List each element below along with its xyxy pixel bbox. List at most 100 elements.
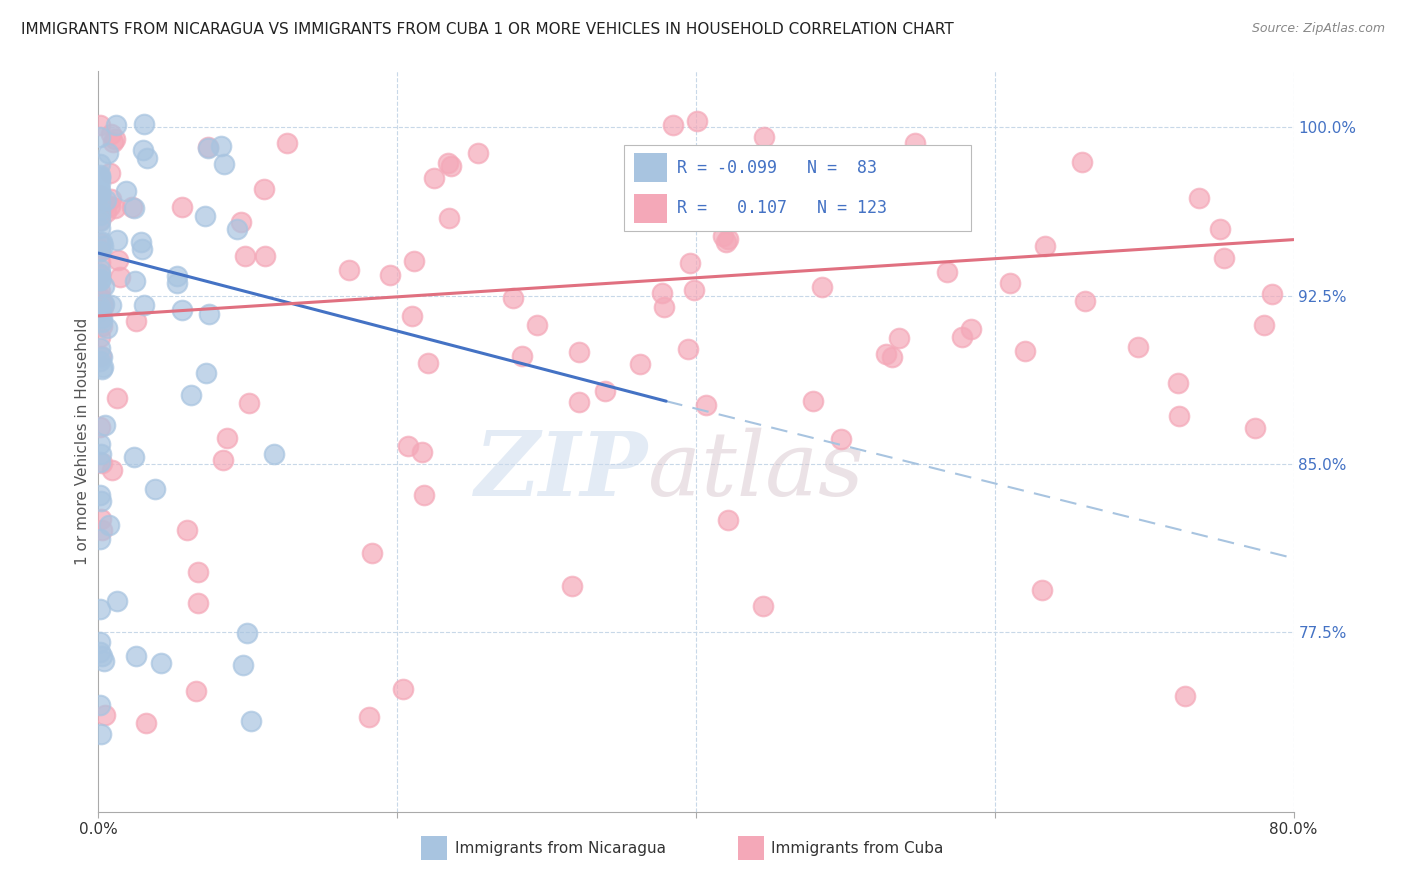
Point	[122, 450, 145, 464]
FancyBboxPatch shape	[634, 194, 668, 223]
Point	[628, 357, 651, 371]
Point	[97, 518, 120, 533]
Point	[195, 366, 218, 380]
Point	[396, 439, 419, 453]
Point	[378, 268, 401, 282]
Point	[194, 210, 217, 224]
FancyBboxPatch shape	[634, 153, 668, 183]
FancyBboxPatch shape	[624, 145, 972, 230]
Point	[236, 626, 259, 640]
Point	[90, 727, 112, 741]
Point	[89, 644, 111, 658]
Point	[231, 215, 253, 229]
Point	[89, 255, 111, 269]
Point	[717, 513, 740, 527]
Point	[276, 136, 298, 151]
Point	[1213, 251, 1236, 265]
Point	[89, 202, 111, 217]
Point	[197, 140, 219, 154]
Point	[830, 432, 852, 446]
Point	[917, 208, 939, 222]
Point	[654, 300, 676, 314]
Point	[89, 244, 111, 258]
Point	[89, 602, 111, 616]
Point	[125, 649, 148, 664]
Point	[361, 546, 384, 560]
Point	[1174, 689, 1197, 703]
Point	[440, 159, 463, 173]
Point	[1188, 191, 1211, 205]
Point	[91, 359, 114, 374]
Y-axis label: 1 or more Vehicles in Household: 1 or more Vehicles in Household	[75, 318, 90, 566]
Point	[752, 599, 775, 613]
Point	[1167, 376, 1189, 390]
Point	[89, 271, 111, 285]
Point	[1014, 343, 1036, 358]
Point	[904, 136, 927, 150]
Point	[108, 270, 131, 285]
Point	[122, 201, 145, 215]
Point	[89, 236, 111, 251]
Point	[253, 249, 276, 263]
Point	[232, 657, 254, 672]
Point	[89, 273, 111, 287]
Point	[89, 291, 111, 305]
Point	[105, 233, 128, 247]
Point	[1126, 340, 1149, 354]
Point	[89, 187, 111, 202]
Point	[89, 186, 111, 200]
Point	[100, 127, 122, 141]
Point	[129, 235, 152, 249]
Point	[93, 654, 115, 668]
Point	[880, 350, 903, 364]
Point	[89, 635, 111, 649]
Point	[412, 488, 434, 502]
Point	[89, 262, 111, 277]
Point	[668, 188, 690, 202]
Point	[94, 205, 117, 219]
Point	[90, 315, 112, 329]
Point	[1070, 155, 1092, 169]
Point	[711, 228, 734, 243]
Text: R =   0.107   N = 123: R = 0.107 N = 123	[676, 199, 887, 218]
Point	[96, 321, 118, 335]
Point	[105, 391, 128, 405]
Point	[89, 170, 111, 185]
Point	[97, 146, 120, 161]
FancyBboxPatch shape	[422, 836, 447, 860]
Point	[125, 314, 148, 328]
Point	[437, 155, 460, 169]
Point	[187, 596, 209, 610]
Point	[166, 268, 188, 283]
Point	[651, 286, 673, 301]
Point	[89, 208, 111, 222]
Point	[89, 268, 111, 282]
Point	[717, 232, 740, 246]
Point	[90, 235, 112, 249]
Point	[215, 431, 238, 445]
Point	[1031, 582, 1053, 597]
Point	[89, 698, 111, 712]
Point	[225, 222, 247, 236]
Point	[89, 304, 111, 318]
Point	[1033, 239, 1056, 253]
Point	[714, 235, 737, 249]
Point	[754, 130, 776, 145]
Point	[89, 169, 111, 184]
Point	[263, 447, 285, 461]
Point	[233, 249, 256, 263]
Text: ZIP: ZIP	[475, 428, 648, 515]
Point	[91, 318, 114, 333]
Point	[91, 362, 114, 376]
Point	[104, 201, 127, 215]
Point	[681, 205, 703, 219]
Point	[593, 384, 616, 398]
Point	[124, 274, 146, 288]
Point	[89, 176, 111, 190]
Point	[89, 243, 111, 257]
Text: R = -0.099   N =  83: R = -0.099 N = 83	[676, 159, 877, 177]
Point	[89, 267, 111, 281]
Point	[100, 199, 122, 213]
Point	[115, 184, 138, 198]
Point	[90, 310, 112, 325]
